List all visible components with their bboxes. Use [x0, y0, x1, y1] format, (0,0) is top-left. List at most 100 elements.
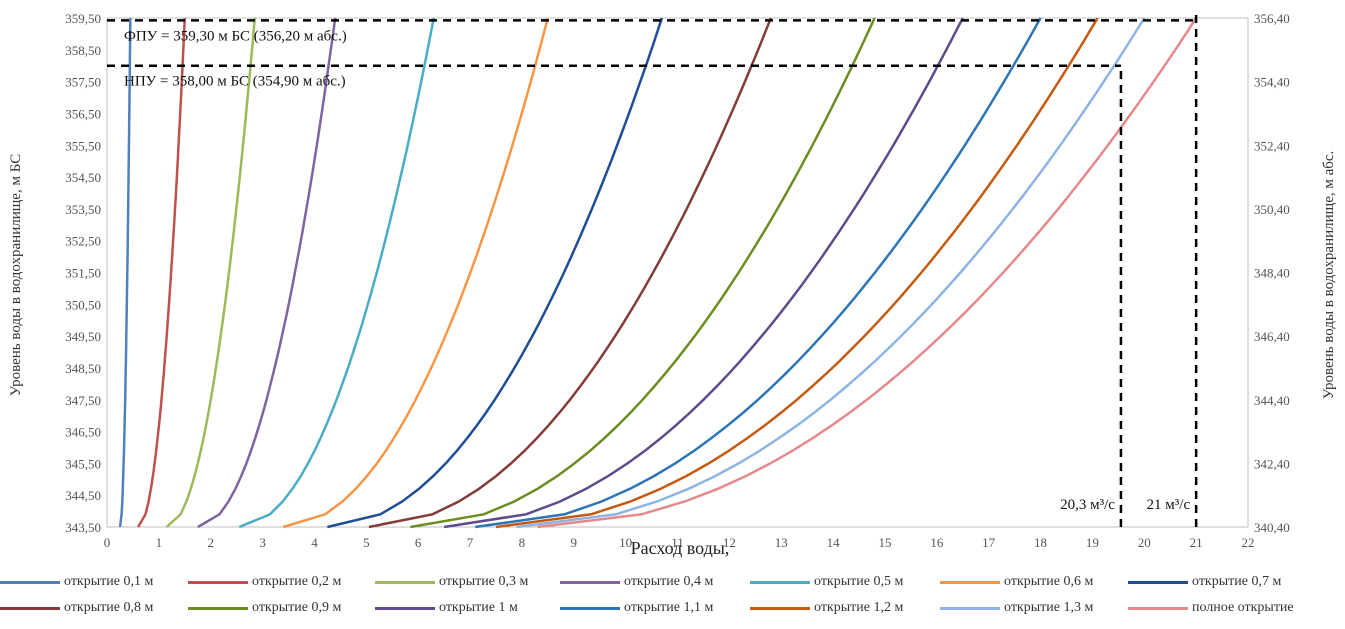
- legend-item: открытие 0,2 м: [188, 574, 341, 590]
- x-tick-label: 1: [156, 535, 163, 550]
- x-tick-label: 5: [363, 535, 370, 550]
- reference-line-label: ФПУ = 359,30 м БС (356,20 м абс.): [124, 28, 347, 44]
- legend-swatch: [375, 606, 435, 610]
- y-left-tick-label: 354,50: [65, 170, 101, 185]
- y-left-tick-label: 359,50: [65, 11, 101, 26]
- y-left-tick-label: 358,50: [65, 43, 101, 58]
- y-right-tick-label: 352,40: [1254, 138, 1290, 153]
- y-left-tick-label: 356,50: [65, 106, 101, 121]
- x-tick-label: 3: [259, 535, 266, 550]
- x-axis-title: Расход воды,: [631, 538, 730, 558]
- series-line-1: [118, 17, 132, 528]
- legend-item: полное открытие: [1128, 600, 1294, 616]
- chart: ФПУ = 359,30 м БС (356,20 м абс.) НПУ = 3…: [8, 11, 1337, 558]
- y-right-tick-label: 354,40: [1254, 75, 1290, 90]
- series-line-9: [410, 17, 876, 529]
- y-left-tick-label: 346,50: [65, 425, 101, 440]
- series-line-12: [495, 17, 1099, 529]
- legend-item: открытие 0,5 м: [750, 574, 903, 590]
- legend-label: открытие 1,1 м: [624, 600, 714, 615]
- discharge-label: 20,3 м³/с: [1060, 497, 1115, 513]
- y-left-tick-label: 348,50: [65, 361, 101, 376]
- series-line-7: [327, 17, 664, 529]
- y-right-tick-label: 348,40: [1254, 266, 1290, 281]
- y-right-tick-label: 346,40: [1254, 329, 1290, 344]
- series-line-13: [516, 17, 1146, 529]
- legend-label: открытие 0,7 м: [1192, 574, 1282, 589]
- x-tick-label: 20: [1138, 535, 1151, 550]
- legend-label: открытие 0,5 м: [814, 574, 904, 589]
- y-right-tick-label: 340,40: [1254, 520, 1290, 535]
- y-left-tick-label: 352,50: [65, 234, 101, 249]
- legend-item: открытие 0,1 м: [0, 574, 153, 590]
- y-right-tick-label: 344,40: [1254, 393, 1290, 408]
- y-left-tick-label: 343,50: [65, 520, 101, 535]
- x-tick-label: 21: [1190, 535, 1203, 550]
- y-left-tick-label: 345,50: [65, 456, 101, 471]
- legend-label: открытие 0,9 м: [252, 600, 342, 615]
- legend-item: открытие 0,9 м: [188, 600, 341, 616]
- legend-swatch: [750, 606, 810, 610]
- legend-label: открытие 0,4 м: [624, 574, 714, 589]
- plot-area: [106, 17, 1249, 528]
- x-tick-label: 6: [415, 535, 422, 550]
- series-line-8: [368, 17, 773, 529]
- y-axis-left-title: Уровень воды в водохранилище, м БС: [8, 154, 24, 396]
- legend-item: открытие 1,1 м: [560, 600, 713, 616]
- x-tick-label: 9: [571, 535, 578, 550]
- series-line-10: [443, 17, 964, 529]
- y-axis-right-ticks: 340,40 342,40 344,40 346,40 348,40 350,40 352,…: [1254, 11, 1290, 535]
- reference-line-label: НПУ = 358,00 м БС (354,90 м абс.): [124, 74, 346, 90]
- x-axis-ticks: 0 1 2 3 4 5 6 7 8 9 10 11 12 13 14 15 16 17 18 19 20 21 22: [104, 535, 1255, 550]
- legend-item: открытие 1,2 м: [750, 600, 903, 616]
- x-tick-label: 7: [467, 535, 474, 550]
- y-left-tick-label: 350,50: [65, 297, 101, 312]
- series-line-3: [165, 17, 257, 528]
- x-tick-label: 16: [930, 535, 944, 550]
- legend-swatch: [188, 606, 248, 610]
- legend-label: открытие 0,8 м: [64, 600, 154, 615]
- reference-lines: ФПУ = 359,30 м БС (356,20 м абс.) НПУ = 3…: [107, 14, 1198, 527]
- legend-swatch: [188, 580, 248, 584]
- x-tick-label: 17: [982, 535, 996, 550]
- y-axis-right-title: Уровень воды в водохранилище, м абс.: [1321, 151, 1337, 400]
- legend-swatch: [1128, 580, 1188, 584]
- y-left-tick-label: 349,50: [65, 329, 101, 344]
- x-tick-label: 15: [878, 535, 891, 550]
- series-line-14: [537, 17, 1198, 529]
- legend-label: открытие 1,2 м: [814, 600, 904, 615]
- legend-swatch: [940, 606, 1000, 610]
- legend-swatch: [0, 606, 60, 610]
- legend-swatch: [750, 580, 810, 584]
- x-tick-label: 2: [207, 535, 214, 550]
- y-left-tick-label: 353,50: [65, 202, 101, 217]
- series-line-5: [238, 17, 435, 529]
- y-axis-left-ticks: 343,50 344,50 345,50 346,50 347,50 348,50 349,…: [65, 11, 101, 535]
- legend-label: открытие 0,6 м: [1004, 574, 1094, 589]
- x-tick-label: 11: [671, 535, 684, 550]
- y-left-tick-label: 355,50: [65, 138, 101, 153]
- plot-border: [106, 17, 1249, 528]
- series-line-11: [475, 17, 1042, 529]
- legend-item: открытие 0,7 м: [1128, 574, 1281, 590]
- x-tick-label: 8: [519, 535, 526, 550]
- y-right-tick-label: 350,40: [1254, 202, 1290, 217]
- y-left-tick-label: 344,50: [65, 488, 101, 503]
- x-tick-label: 22: [1242, 535, 1255, 550]
- y-left-tick-label: 357,50: [65, 75, 101, 90]
- x-tick-label: 4: [311, 535, 318, 550]
- y-left-tick-label: 351,50: [65, 266, 101, 281]
- series-line-2: [137, 17, 187, 528]
- legend-swatch: [940, 580, 1000, 584]
- legend-swatch: [375, 580, 435, 584]
- legend-label: полное открытие: [1192, 600, 1294, 615]
- legend-swatch: [560, 606, 620, 610]
- x-tick-label: 0: [104, 535, 111, 550]
- y-right-tick-label: 342,40: [1254, 456, 1290, 471]
- curves: [118, 17, 1198, 529]
- legend-item: открытие 1,3 м: [940, 600, 1093, 616]
- legend-item: открытие 0,8 м: [0, 600, 153, 616]
- legend-item: открытие 0,3 м: [375, 574, 528, 590]
- x-tick-label: 13: [775, 535, 788, 550]
- y-left-tick-label: 347,50: [65, 393, 101, 408]
